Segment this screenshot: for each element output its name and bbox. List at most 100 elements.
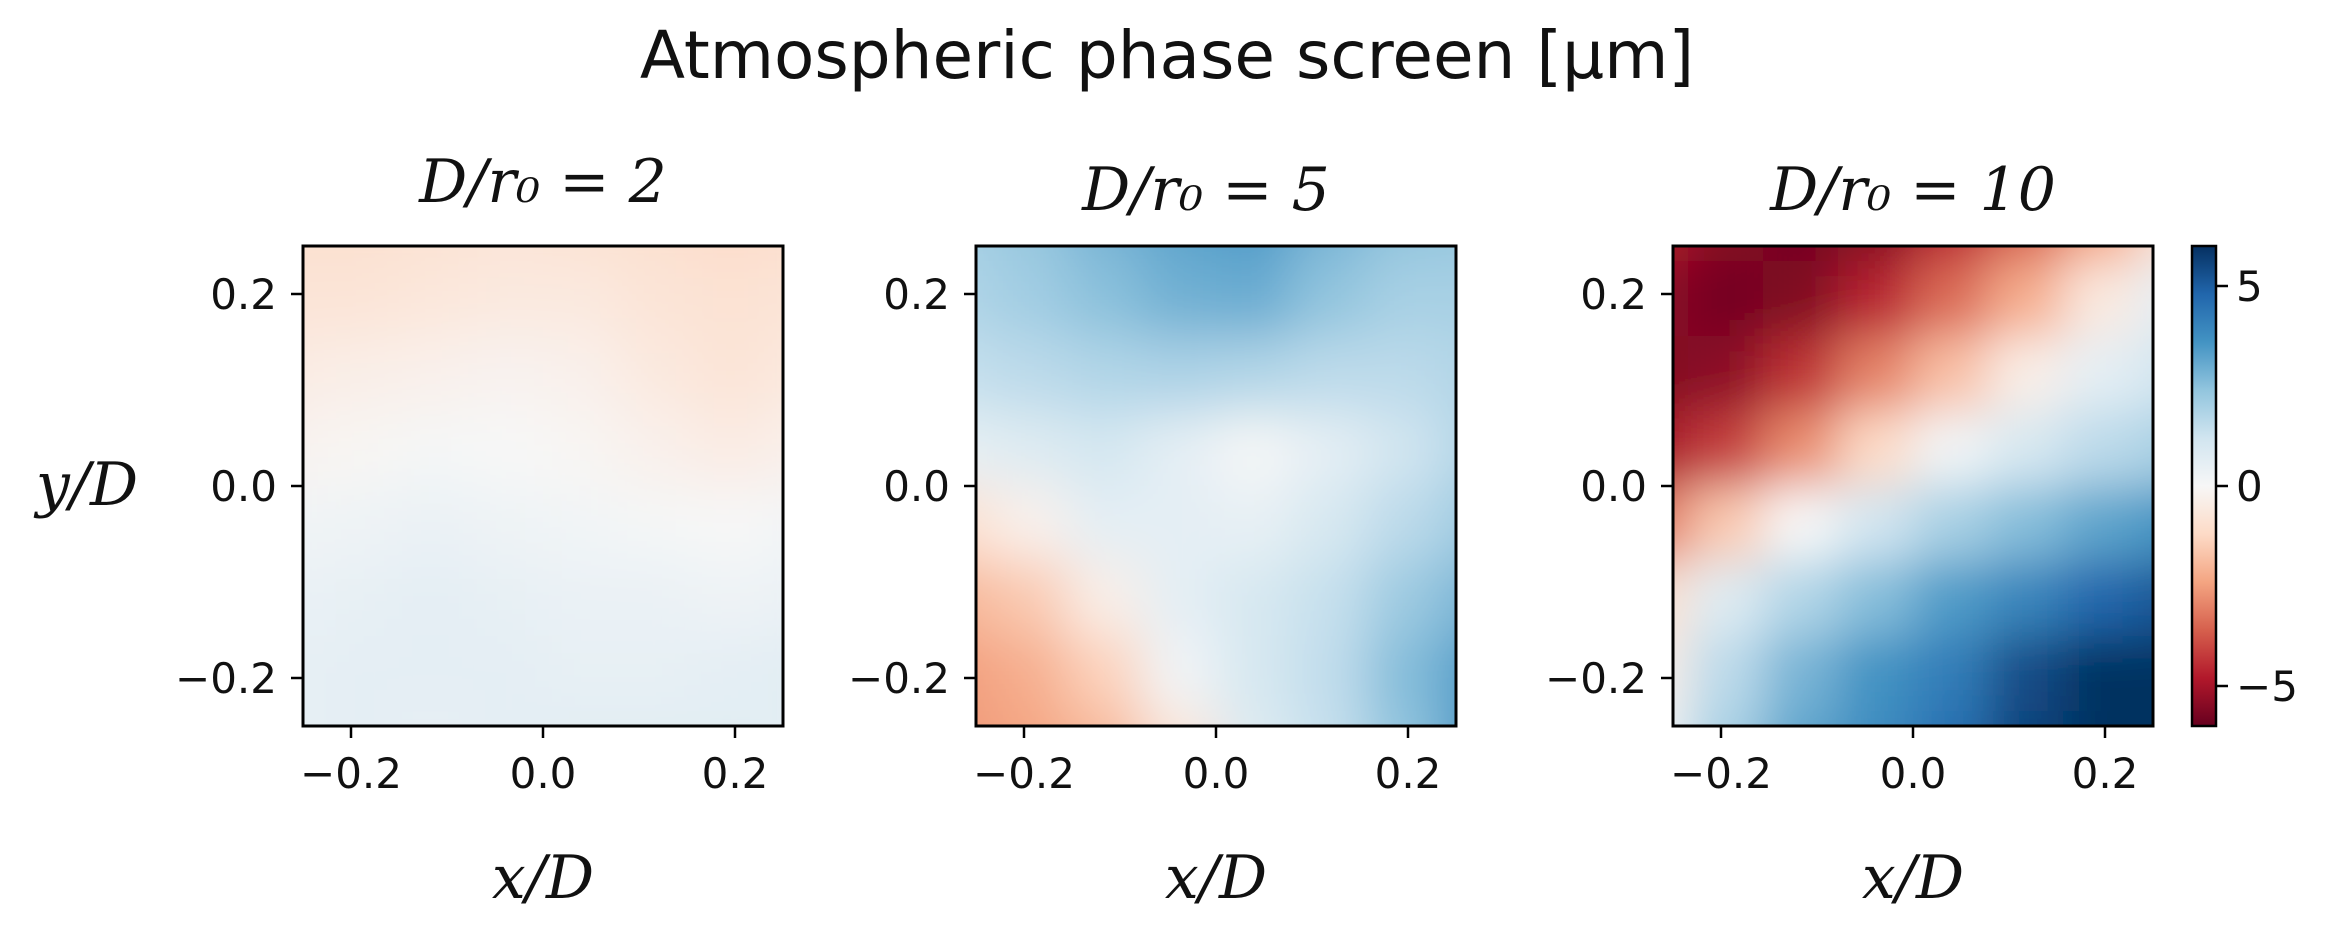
heatmap-cell [1366,636,1442,712]
y-tick-label: −0.2 [175,654,277,703]
heatmap-cell [393,411,469,487]
heatmap-cell [2138,261,2153,337]
x-tick-label: 0.2 [702,749,769,798]
heatmap-cell [1066,711,1142,726]
heatmap-cell [1763,486,1839,562]
heatmap-cell [303,711,319,726]
heatmap-cell [1141,261,1217,337]
x-tick-label: −0.2 [973,749,1075,798]
heatmap-cell [768,246,783,262]
heatmap-cell [1988,486,2064,562]
heatmap-cell [1066,561,1142,637]
heatmap-3-image [1673,246,2153,726]
heatmap-cell [543,336,619,412]
heatmap-cell [2063,246,2139,262]
heatmap-cell [1913,411,1989,487]
heatmap-cell [2138,486,2153,562]
x-tick-label: −0.2 [300,749,402,798]
heatmap-cell [393,246,469,262]
heatmap-cell [1216,636,1292,712]
heatmap-cell [1838,486,1914,562]
heatmap-cell [468,561,544,637]
heatmap-cell [1366,486,1442,562]
heatmap-cell [1291,336,1367,412]
heatmap-cell [468,486,544,562]
heatmap-cell [318,486,394,562]
heatmap-cell [1291,561,1367,637]
heatmap-cell [2138,636,2153,712]
heatmap-cell [303,486,319,562]
heatmap-cell [1763,561,1839,637]
heatmap-cell [1838,711,1914,726]
heatmap-cell [2138,561,2153,637]
ylabel-1: y/D [33,450,138,520]
heatmap-cell [991,561,1067,637]
y-tick-label: −0.2 [1545,654,1647,703]
y-tick-label: 0.0 [210,462,277,511]
heatmap-cell [618,336,694,412]
heatmap-cell [1913,636,1989,712]
heatmap-cell [1688,711,1764,726]
heatmap-cell [1441,711,1456,726]
heatmap-cell [468,246,544,262]
heatmap-cell [768,336,783,412]
heatmap-cell [1988,561,2064,637]
heatmap-cell [2063,261,2139,337]
heatmap-cell [468,711,544,726]
heatmap-cell [1366,246,1442,262]
heatmap-cell [1988,411,2064,487]
x-tick-label: 0.0 [1880,749,1947,798]
x-tick-label: 0.0 [510,749,577,798]
heatmap-cell [1291,246,1367,262]
heatmap-cell [1066,636,1142,712]
heatmap-cell [1441,246,1456,262]
heatmap-cell [1913,261,1989,337]
y-tick-label: 0.0 [883,462,950,511]
heatmap-cell [318,561,394,637]
colorbar-tick-label: 5 [2236,262,2263,311]
heatmap-cell [2063,486,2139,562]
y-tick-label: −0.2 [848,654,950,703]
heatmap-cell [1838,246,1914,262]
heatmap-cell [1216,486,1292,562]
heatmap-cell [1988,336,2064,412]
heatmap-cell [1988,246,2064,262]
heatmap-cell [1763,636,1839,712]
heatmap-cell [1441,261,1456,337]
heatmap-cell [768,561,783,637]
heatmap-cell [1441,561,1456,637]
heatmap-cell [1141,711,1217,726]
heatmap-cell [1673,336,1689,412]
heatmap-cell [768,261,783,337]
heatmap-cell [1141,336,1217,412]
heatmap-cell [618,261,694,337]
heatmap-cell [991,246,1067,262]
heatmap-cell [1441,636,1456,712]
heatmap-cell [318,711,394,726]
heatmap-cell [768,636,783,712]
x-tick-label: 0.0 [1183,749,1250,798]
heatmap-cell [2063,636,2139,712]
heatmap-cell [2063,336,2139,412]
heatmap-cell [1141,411,1217,487]
heatmap-cell [976,411,992,487]
heatmap-cell [976,711,992,726]
heatmap-cell [1366,411,1442,487]
heatmap-cell [2063,411,2139,487]
heatmap-cell [468,636,544,712]
heatmap-cell [1838,636,1914,712]
heatmap-cell [991,486,1067,562]
heatmap-cell [618,711,694,726]
heatmap-cell [1763,411,1839,487]
heatmap-cell [1066,486,1142,562]
heatmap-cell [1141,486,1217,562]
heatmap-cell [1066,246,1142,262]
heatmap-cell [991,711,1067,726]
heatmap-cell [1763,246,1839,262]
heatmap-cell [1216,711,1292,726]
heatmap-cell [976,636,992,712]
heatmap-cell [303,561,319,637]
heatmap-cell [693,246,769,262]
heatmap-cell [543,261,619,337]
